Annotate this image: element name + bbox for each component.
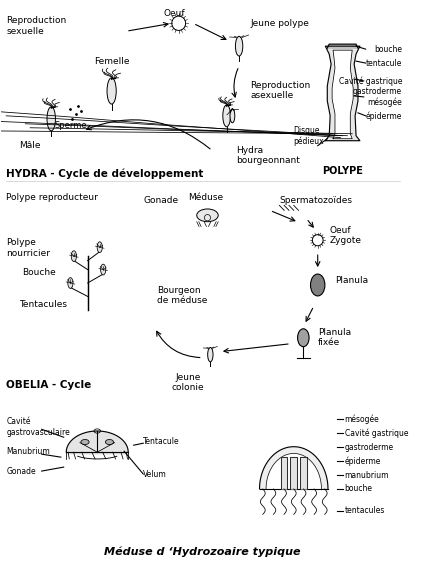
Text: Hydra
bourgeonnant: Hydra bourgeonnant [236, 145, 300, 165]
Ellipse shape [47, 107, 56, 131]
Ellipse shape [68, 278, 73, 288]
Ellipse shape [235, 36, 243, 56]
Text: POLYPE: POLYPE [322, 166, 363, 175]
Text: Méduse: Méduse [188, 194, 224, 203]
Text: Bourgeon
de méduse: Bourgeon de méduse [157, 286, 207, 306]
Ellipse shape [81, 439, 89, 444]
Text: Cavité gastrique: Cavité gastrique [338, 76, 402, 85]
Polygon shape [66, 431, 128, 454]
Text: Polype
nourricier: Polype nourricier [6, 238, 50, 258]
Ellipse shape [223, 105, 230, 127]
Polygon shape [332, 50, 353, 139]
Text: Sperme: Sperme [54, 121, 87, 130]
Text: tentacule: tentacule [366, 59, 402, 67]
Text: tentacules: tentacules [344, 507, 385, 516]
Text: épiderme: épiderme [366, 111, 402, 121]
Polygon shape [259, 447, 328, 489]
Text: Tentacules: Tentacules [19, 300, 67, 309]
Polygon shape [290, 457, 297, 489]
Text: Méduse d ‘Hydrozoaire typique: Méduse d ‘Hydrozoaire typique [104, 547, 301, 557]
Text: Gonade: Gonade [6, 467, 36, 476]
Ellipse shape [105, 439, 114, 444]
Ellipse shape [71, 251, 77, 261]
Text: Cavité
gastrovasculaire: Cavité gastrovasculaire [6, 417, 70, 437]
Text: bouche: bouche [374, 45, 402, 54]
Text: Jeune polype: Jeune polype [250, 19, 309, 28]
Text: Oeuf
Zygote: Oeuf Zygote [329, 225, 361, 245]
Text: Planula: Planula [335, 276, 368, 285]
Text: Femelle: Femelle [94, 57, 129, 66]
Polygon shape [327, 44, 358, 48]
Polygon shape [281, 457, 287, 489]
Polygon shape [325, 46, 360, 141]
Text: OBELIA - Cycle: OBELIA - Cycle [6, 380, 91, 389]
Ellipse shape [97, 242, 102, 252]
Ellipse shape [208, 348, 213, 362]
Text: HYDRA - Cycle de développement: HYDRA - Cycle de développement [6, 169, 204, 179]
Ellipse shape [230, 109, 235, 123]
Ellipse shape [197, 209, 218, 222]
Text: Reproduction
asexuelle: Reproduction asexuelle [250, 81, 311, 100]
Ellipse shape [298, 329, 309, 347]
Text: Velum: Velum [143, 470, 167, 479]
Ellipse shape [311, 274, 325, 296]
Text: bouche: bouche [344, 484, 373, 494]
Text: Reproduction
sexuelle: Reproduction sexuelle [6, 16, 67, 36]
Text: Jeune
colonie: Jeune colonie [172, 372, 205, 392]
Text: Polype reproducteur: Polype reproducteur [6, 194, 98, 203]
Text: mésogée: mésogée [344, 414, 379, 424]
Text: Tentacule: Tentacule [143, 437, 180, 445]
Text: Disque
pédieux: Disque pédieux [294, 126, 324, 145]
Text: Oeuf: Oeuf [163, 10, 185, 18]
Text: gastroderme: gastroderme [344, 443, 394, 452]
Text: Manubrium: Manubrium [6, 447, 50, 456]
Text: Planula
fixée: Planula fixée [318, 328, 351, 348]
Ellipse shape [107, 78, 116, 104]
Text: Cavité gastrique: Cavité gastrique [344, 428, 408, 438]
Text: manubrium: manubrium [344, 470, 389, 479]
Text: Gonade: Gonade [143, 196, 179, 205]
Polygon shape [300, 457, 307, 489]
Text: Mâle: Mâle [19, 141, 41, 149]
Text: épiderme: épiderme [344, 456, 381, 466]
Text: Spermatozoïdes: Spermatozoïdes [280, 196, 352, 205]
Text: Bouche: Bouche [22, 268, 56, 277]
Ellipse shape [101, 264, 106, 275]
Text: gastroderme
mésogée: gastroderme mésogée [353, 87, 402, 107]
